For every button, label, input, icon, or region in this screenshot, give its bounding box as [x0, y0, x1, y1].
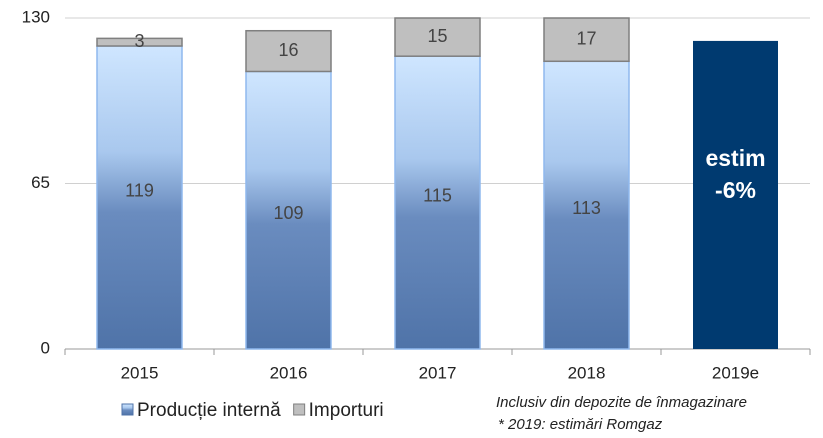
- annotation: estim: [705, 145, 765, 171]
- x-tick-label: 2019e: [712, 363, 759, 382]
- note: * 2019: estimări Romgaz: [498, 416, 663, 433]
- y-tick-label: 65: [31, 173, 50, 192]
- data-label: 109: [273, 203, 303, 223]
- data-label: 16: [278, 40, 298, 60]
- data-label: 115: [423, 185, 452, 205]
- x-tick-label: 2016: [270, 363, 308, 382]
- x-tick-label: 2015: [121, 363, 159, 382]
- x-tick-label: 2017: [419, 363, 457, 382]
- legend-swatch: [293, 403, 306, 416]
- legend-label: Importuri: [309, 400, 384, 421]
- bar-segment: [245, 70, 332, 350]
- bar-segment: [394, 55, 481, 350]
- bar-segment: [693, 40, 778, 350]
- bar-segment: [96, 45, 183, 350]
- note: Inclusiv din depozite de înmagazinare: [496, 394, 747, 411]
- bar-segment: [245, 29, 332, 73]
- bar-segment: [394, 17, 481, 57]
- y-tick-label: 0: [41, 338, 50, 357]
- y-tick-label: 130: [22, 7, 50, 26]
- legend-label: Producție internă: [137, 400, 281, 421]
- data-label: 17: [576, 28, 596, 48]
- annotation: -6%: [715, 177, 756, 203]
- legend-swatch: [121, 403, 134, 416]
- data-label: 113: [572, 198, 601, 218]
- x-tick-label: 2018: [568, 363, 606, 382]
- bar-segment: [96, 37, 183, 47]
- data-label: 119: [125, 180, 154, 200]
- data-label: 15: [427, 26, 447, 46]
- bar-segment: [543, 17, 630, 63]
- data-label: 3: [134, 31, 144, 51]
- bar-segment: [543, 60, 630, 350]
